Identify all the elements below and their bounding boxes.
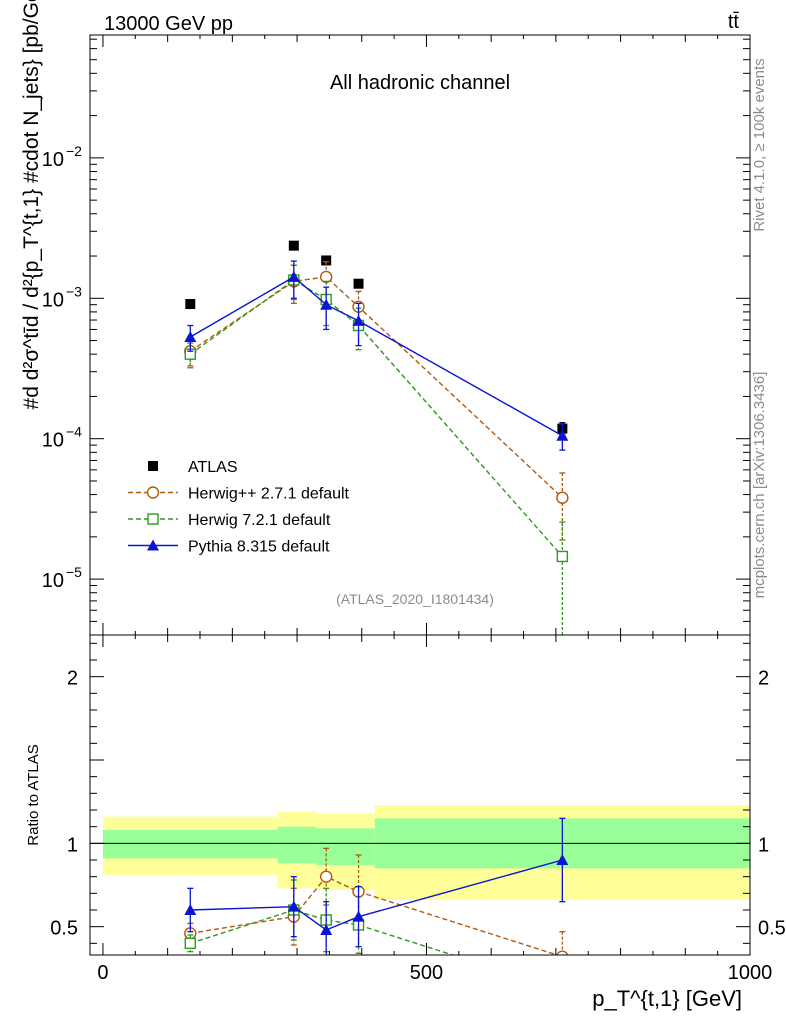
process-label: tt̄ xyxy=(728,11,740,33)
y-axis-label: #d d²σ^tīd / d²{p_T^{t,1} #cdot N_jets} … xyxy=(20,0,43,409)
legend-label-atlas: ATLAS xyxy=(188,459,238,476)
x-tick-label-0: 0 xyxy=(97,962,108,984)
mcplots-label: mcplots.cern.ch [arXiv:1306.3436] xyxy=(751,372,768,599)
ratio-tick-label-left-0: 0.5 xyxy=(50,918,78,940)
pythia-8-315-default-point-3 xyxy=(352,314,365,326)
ratio-y-axis-label: Ratio to ATLAS xyxy=(25,744,42,845)
pythia-8-315-default-ratio-point-4 xyxy=(556,854,569,865)
legend: ATLAS Herwig++ 2.7.1 default Herwig 7.2.1 … xyxy=(128,459,350,556)
stat-uncertainty-band-0 xyxy=(102,830,278,859)
legend-label-pythia-8-315-default: Pythia 8.315 default xyxy=(188,539,330,556)
analysis-tag: (ATLAS_2020_I1801434) xyxy=(336,591,494,607)
y-tick-label-0: 10 xyxy=(42,570,64,592)
legend-marker-atlas xyxy=(148,461,158,471)
chart-title: All hadronic channel xyxy=(330,72,510,94)
axes xyxy=(89,34,751,956)
stat-uncertainty-band-2 xyxy=(316,828,375,865)
y-tick-exponent-2: −3 xyxy=(66,283,82,299)
pythia-8-315-default-ratio-point-1 xyxy=(287,900,300,912)
rivet-version-label: Rivet 4.1.0, ≥ 100k events xyxy=(751,58,768,231)
legend-label-herwig-2-7-1-default: Herwig++ 2.7.1 default xyxy=(188,486,350,503)
legend-label-herwig-7-2-1-default: Herwig 7.2.1 default xyxy=(188,512,331,529)
legend-marker-pythia-8-315-default xyxy=(147,539,159,551)
atlas-point-1 xyxy=(288,240,299,251)
x-tick-label-2: 1000 xyxy=(728,962,773,984)
herwig-7-2-1-default-ratio-point-4 xyxy=(557,985,567,995)
pythia-8-315-default-point-1 xyxy=(287,270,300,282)
y-tick-exponent-1: −4 xyxy=(66,424,82,440)
pythia-8-315-default-ratio-point-0 xyxy=(184,904,197,915)
legend-marker-herwig-7-2-1-default xyxy=(147,513,159,525)
pythia-8-315-default-point-0 xyxy=(184,331,197,343)
atlas-point-2 xyxy=(321,255,332,266)
ratio-tick-label-right-2: 2 xyxy=(758,668,769,690)
stat-uncertainty-band-1 xyxy=(277,826,317,864)
x-tick-label-1: 500 xyxy=(410,962,443,984)
herwig-7-2-1-default-line xyxy=(189,279,563,557)
pythia-8-315-default-point-2 xyxy=(320,298,333,310)
herwig-2-7-1-default-point-4 xyxy=(556,491,569,504)
y-tick-label-1: 10 xyxy=(42,430,64,452)
ratio-tick-label-left-1: 1 xyxy=(67,834,78,856)
herwig-2-7-1-default-line xyxy=(189,276,563,499)
main-series xyxy=(184,240,569,635)
herwig-7-2-1-default-point-4 xyxy=(556,550,569,563)
herwig-7-2-1-default-ratio-point-0 xyxy=(184,937,196,950)
energy-label: 13000 GeV pp xyxy=(104,13,233,35)
ratio-panel-frame xyxy=(89,634,751,956)
herwig-7-2-1-default-ratio-line xyxy=(190,909,455,955)
ratio-tick-label-right-0: 0.5 xyxy=(758,918,786,940)
y-tick-exponent-0: −5 xyxy=(66,564,82,580)
herwig-2-7-1-default-ratio-point-2 xyxy=(319,870,333,883)
atlas-point-0 xyxy=(185,299,196,310)
ratio-tick-label-left-2: 2 xyxy=(67,668,78,690)
ratio-series xyxy=(184,817,569,995)
pythia-8-315-default-line xyxy=(189,276,563,437)
pythia-8-315-default-ratio-point-2 xyxy=(320,924,333,935)
y-tick-label-3: 10 xyxy=(42,149,64,171)
y-tick-label-2: 10 xyxy=(42,289,64,311)
herwig-2-7-1-default-ratio-point-4 xyxy=(556,950,569,955)
atlas-point-3 xyxy=(353,278,364,289)
pythia-8-315-default-ratio-point-3 xyxy=(352,910,365,922)
pythia-8-315-default-point-4 xyxy=(556,429,569,441)
legend-marker-herwig-2-7-1-default xyxy=(146,486,160,499)
ratio-tick-label-right-1: 1 xyxy=(758,834,769,856)
x-axis-label: p_T^{t,1} [GeV] xyxy=(592,986,742,1011)
y-tick-exponent-3: −2 xyxy=(66,143,82,159)
ratio-uncertainty-bands xyxy=(90,805,750,900)
